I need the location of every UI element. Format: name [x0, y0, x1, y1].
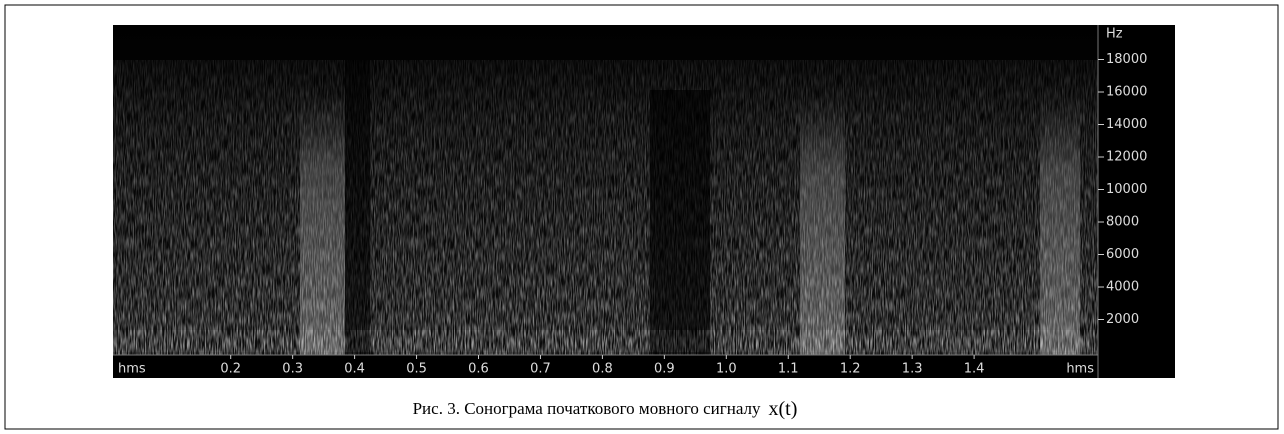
x-tick-label: 1.4: [964, 362, 985, 377]
spectrogram: [113, 25, 1098, 355]
y-tick-label: 14000: [1106, 117, 1147, 132]
x-tick-label: 0.8: [592, 362, 613, 377]
y-tick-label: 6000: [1106, 247, 1139, 262]
spectrogram-gap: [345, 60, 370, 355]
y-axis-label: Hz: [1106, 27, 1123, 42]
y-tick-label: 4000: [1106, 280, 1139, 295]
spectrogram-gap: [650, 90, 710, 355]
x-tick-label: 1.2: [840, 362, 861, 377]
figure: hms hms Hz Рис. 3. Сонограма початкового…: [0, 0, 1284, 434]
x-tick-label: 0.3: [282, 362, 303, 377]
x-axis-label: hms: [1066, 362, 1094, 377]
y-tick-label: 12000: [1106, 150, 1147, 165]
spectrogram-low-band: [113, 330, 1098, 352]
y-tick-label: 8000: [1106, 215, 1139, 230]
x-tick-label: 1.1: [778, 362, 799, 377]
x-tick-label: 0.2: [220, 362, 241, 377]
x-tick-label: 0.5: [406, 362, 427, 377]
y-tick-label: 2000: [1106, 312, 1139, 327]
x-tick-label: 0.9: [654, 362, 675, 377]
y-tick-label: 16000: [1106, 85, 1147, 100]
spectrogram-fade: [113, 25, 1098, 355]
caption-text: Рис. 3. Сонограма початкового мовного си…: [413, 399, 761, 418]
caption-math: x(t): [769, 398, 798, 420]
x-tick-label: 0.7: [530, 362, 551, 377]
y-tick-label: 10000: [1106, 182, 1147, 197]
x-axis-label: hms: [118, 362, 146, 377]
x-tick-label: 0.6: [468, 362, 489, 377]
caption: Рис. 3. Сонограма початкового мовного си…: [413, 398, 798, 420]
x-tick-label: 1.3: [902, 362, 923, 377]
y-tick-label: 18000: [1106, 52, 1147, 67]
x-tick-label: 0.4: [344, 362, 365, 377]
x-tick-label: 1.0: [716, 362, 737, 377]
